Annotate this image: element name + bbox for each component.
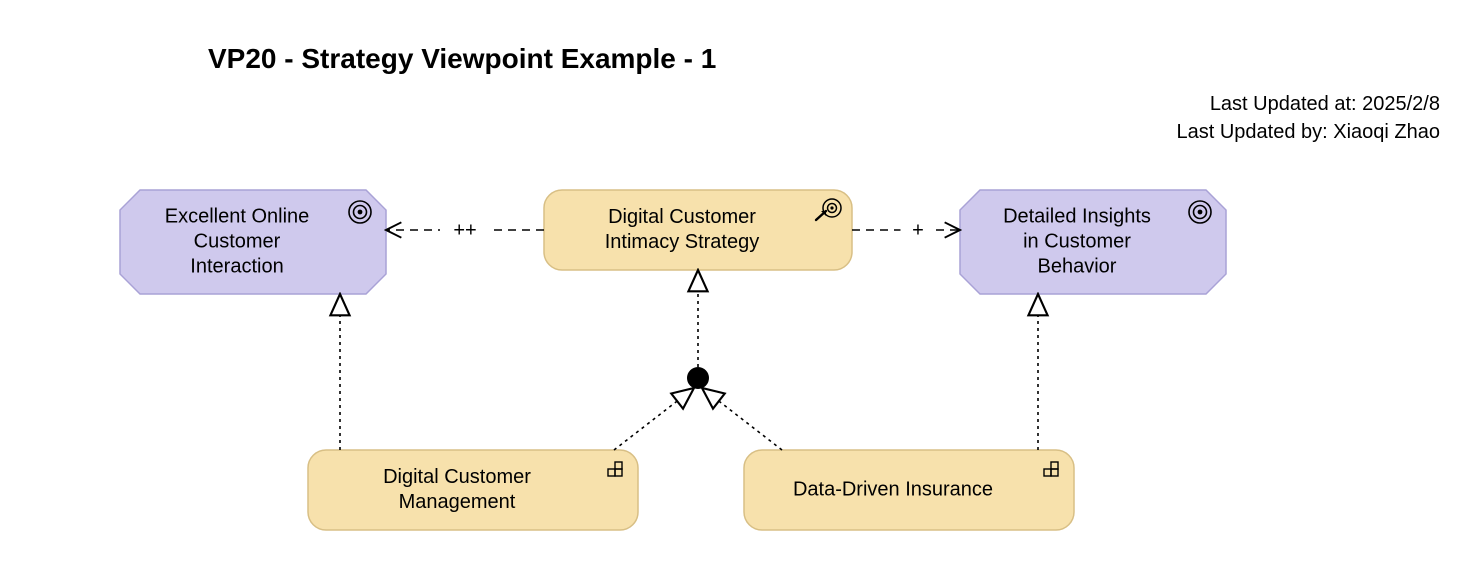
node-cap_left: Digital Customer Management bbox=[308, 450, 638, 530]
node-label: Digital Customer bbox=[383, 466, 531, 488]
node-goal_left: Excellent Online Customer Interaction bbox=[120, 190, 386, 294]
influence-label: + bbox=[912, 219, 924, 241]
node-label: Detailed Insights bbox=[1003, 205, 1151, 227]
and-junction bbox=[687, 367, 709, 389]
meta-updated-by: Last Updated by: Xiaoqi Zhao bbox=[1176, 121, 1440, 143]
node-label: Customer bbox=[194, 230, 281, 252]
node-label: Digital Customer bbox=[608, 206, 756, 228]
edge-capR_to_junction bbox=[702, 388, 782, 450]
node-goal_right: Detailed Insights in Customer Behavior bbox=[960, 190, 1226, 294]
node-label: Management bbox=[399, 491, 516, 513]
node-strategy: Digital Customer Intimacy Strategy bbox=[544, 190, 852, 270]
node-label: Intimacy Strategy bbox=[605, 231, 760, 253]
node-label: Excellent Online bbox=[165, 205, 310, 227]
influence-label: ++ bbox=[453, 219, 476, 241]
node-label: in Customer bbox=[1023, 230, 1131, 252]
node-cap_right: Data-Driven Insurance bbox=[744, 450, 1074, 530]
node-label: Data-Driven Insurance bbox=[793, 478, 993, 500]
diagram-title: VP20 - Strategy Viewpoint Example - 1 bbox=[208, 43, 716, 74]
node-label: Behavior bbox=[1038, 255, 1117, 277]
edge-capL_to_junction bbox=[614, 388, 694, 450]
node-label: Interaction bbox=[190, 255, 283, 277]
meta-updated-at: Last Updated at: 2025/2/8 bbox=[1210, 93, 1440, 115]
